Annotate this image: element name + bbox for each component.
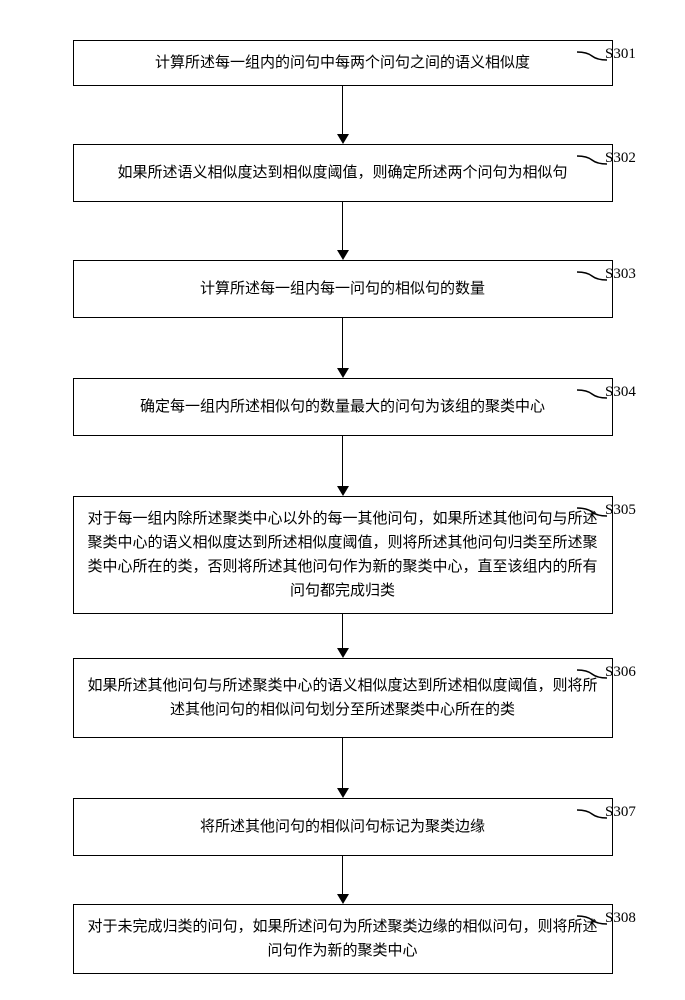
step-label: S305	[605, 502, 636, 519]
arrow-head-icon	[337, 134, 349, 144]
arrow-line	[342, 202, 344, 250]
step-box-s301: 计算所述每一组内的问句中每两个问句之间的语义相似度	[73, 40, 613, 86]
step-row: 确定每一组内所述相似句的数量最大的问句为该组的聚类中心 S304	[0, 378, 685, 436]
step-text: 对于每一组内除所述聚类中心以外的每一其他问句，如果所述其他问句与所述聚类中心的语…	[88, 507, 598, 603]
lead-curve	[577, 664, 607, 684]
step-text: 如果所述其他问句与所述聚类中心的语义相似度达到所述相似度阈值，则将所述其他问句的…	[88, 674, 598, 722]
step-box-s306: 如果所述其他问句与所述聚类中心的语义相似度达到所述相似度阈值，则将所述其他问句的…	[73, 658, 613, 738]
step-box-s303: 计算所述每一组内每一问句的相似句的数量	[73, 260, 613, 318]
step-label: S302	[605, 150, 636, 167]
step-label: S308	[605, 910, 636, 927]
step-label: S307	[605, 804, 636, 821]
lead-curve	[577, 150, 607, 170]
arrow-head-icon	[337, 486, 349, 496]
arrow-head-icon	[337, 648, 349, 658]
arrow-head-icon	[337, 368, 349, 378]
lead-curve	[577, 804, 607, 824]
step-text: 确定每一组内所述相似句的数量最大的问句为该组的聚类中心	[140, 395, 545, 419]
step-row: 计算所述每一组内的问句中每两个问句之间的语义相似度 S301	[0, 40, 685, 86]
arrow-line	[342, 86, 344, 134]
arrow	[337, 86, 349, 144]
step-label: S304	[605, 384, 636, 401]
arrow-head-icon	[337, 788, 349, 798]
step-label: S306	[605, 664, 636, 681]
arrow	[337, 318, 349, 378]
step-row: 计算所述每一组内每一问句的相似句的数量 S303	[0, 260, 685, 318]
step-box-s308: 对于未完成归类的问句，如果所述问句为所述聚类边缘的相似问句，则将所述问句作为新的…	[73, 904, 613, 974]
step-row: 如果所述语义相似度达到相似度阈值，则确定所述两个问句为相似句 S302	[0, 144, 685, 202]
flowchart: 计算所述每一组内的问句中每两个问句之间的语义相似度 S301 如果所述语义相似度…	[0, 40, 685, 974]
lead-curve	[577, 384, 607, 404]
step-row: 将所述其他问句的相似问句标记为聚类边缘 S307	[0, 798, 685, 856]
arrow	[337, 856, 349, 904]
step-box-s302: 如果所述语义相似度达到相似度阈值，则确定所述两个问句为相似句	[73, 144, 613, 202]
step-row: 对于未完成归类的问句，如果所述问句为所述聚类边缘的相似问句，则将所述问句作为新的…	[0, 904, 685, 974]
arrow-head-icon	[337, 894, 349, 904]
arrow-line	[342, 738, 344, 788]
lead-curve	[577, 502, 607, 522]
lead-curve	[577, 266, 607, 286]
step-label: S301	[605, 46, 636, 63]
arrow	[337, 202, 349, 260]
arrow	[337, 614, 349, 658]
step-text: 将所述其他问句的相似问句标记为聚类边缘	[200, 815, 485, 839]
arrow	[337, 436, 349, 496]
step-text: 如果所述语义相似度达到相似度阈值，则确定所述两个问句为相似句	[117, 161, 567, 185]
arrow	[337, 738, 349, 798]
lead-curve	[577, 910, 607, 930]
lead-curve	[577, 46, 607, 66]
arrow-line	[342, 318, 344, 368]
step-row: 如果所述其他问句与所述聚类中心的语义相似度达到所述相似度阈值，则将所述其他问句的…	[0, 658, 685, 738]
step-label: S303	[605, 266, 636, 283]
arrow-line	[342, 436, 344, 486]
step-text: 计算所述每一组内每一问句的相似句的数量	[200, 277, 485, 301]
arrow-line	[342, 614, 344, 648]
step-row: 对于每一组内除所述聚类中心以外的每一其他问句，如果所述其他问句与所述聚类中心的语…	[0, 496, 685, 614]
step-box-s305: 对于每一组内除所述聚类中心以外的每一其他问句，如果所述其他问句与所述聚类中心的语…	[73, 496, 613, 614]
step-box-s304: 确定每一组内所述相似句的数量最大的问句为该组的聚类中心	[73, 378, 613, 436]
step-box-s307: 将所述其他问句的相似问句标记为聚类边缘	[73, 798, 613, 856]
step-text: 计算所述每一组内的问句中每两个问句之间的语义相似度	[155, 51, 530, 75]
arrow-head-icon	[337, 250, 349, 260]
arrow-line	[342, 856, 344, 894]
step-text: 对于未完成归类的问句，如果所述问句为所述聚类边缘的相似问句，则将所述问句作为新的…	[88, 915, 598, 963]
